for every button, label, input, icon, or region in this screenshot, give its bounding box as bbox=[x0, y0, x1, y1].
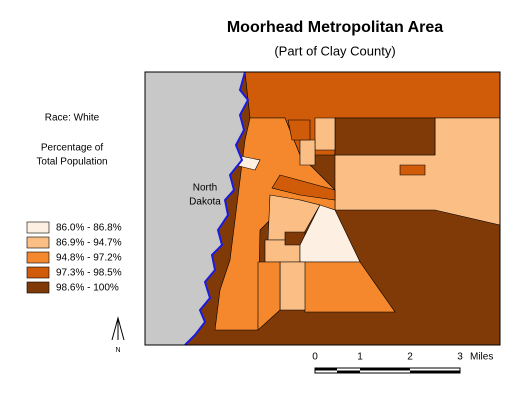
scale-label: 3 bbox=[457, 352, 463, 363]
legend-swatch bbox=[26, 281, 50, 294]
legend-swatch bbox=[26, 236, 50, 249]
legend-subtitle: Percentage of bbox=[41, 143, 103, 154]
scale-label: 0 bbox=[312, 352, 318, 363]
tract bbox=[279, 261, 306, 311]
tract bbox=[271, 174, 336, 201]
region-label: North bbox=[193, 183, 217, 194]
subtitle: (Part of Clay County) bbox=[274, 43, 395, 58]
scale-bar-segment bbox=[337, 370, 360, 373]
map-frame bbox=[144, 71, 501, 346]
map: North Dakota bbox=[144, 71, 501, 346]
tract bbox=[287, 119, 311, 141]
legend-swatch bbox=[26, 221, 50, 234]
legend-title: Race: White bbox=[45, 113, 100, 124]
river bbox=[184, 71, 250, 346]
tract bbox=[257, 261, 281, 331]
region-label: Dakota bbox=[189, 197, 221, 208]
north-arrow: N bbox=[111, 316, 125, 354]
legend-label: 86.0% - 86.8% bbox=[56, 223, 122, 234]
legend: 86.0% - 86.8% 86.9% - 94.7% 94.8% - 97.2% 9… bbox=[26, 221, 122, 294]
legend-label: 86.9% - 94.7% bbox=[56, 238, 122, 249]
scale-bar-segment bbox=[315, 368, 337, 371]
legend-label: 94.8% - 97.2% bbox=[56, 253, 122, 264]
scale-label: 1 bbox=[357, 352, 363, 363]
scale-bar-segment bbox=[360, 368, 410, 371]
title: Moorhead Metropolitan Area bbox=[227, 19, 443, 36]
scale-unit: Miles bbox=[470, 352, 493, 363]
tract bbox=[314, 117, 336, 151]
tract bbox=[299, 139, 316, 166]
legend-subtitle: Total Population bbox=[36, 157, 107, 168]
scale-bar: 0 1 2 3 Miles bbox=[312, 352, 493, 374]
scale-label: 2 bbox=[407, 352, 413, 363]
tract bbox=[267, 194, 321, 241]
north-label: N bbox=[115, 347, 120, 354]
tract bbox=[334, 117, 436, 156]
legend-swatch bbox=[26, 266, 50, 279]
legend-label: 97.3% - 98.5% bbox=[56, 268, 122, 279]
scale-bar-segment bbox=[410, 370, 460, 373]
legend-label: 98.6% - 100% bbox=[56, 283, 119, 294]
tract bbox=[399, 164, 426, 176]
legend-swatch bbox=[26, 251, 50, 264]
north-dakota bbox=[145, 72, 248, 345]
